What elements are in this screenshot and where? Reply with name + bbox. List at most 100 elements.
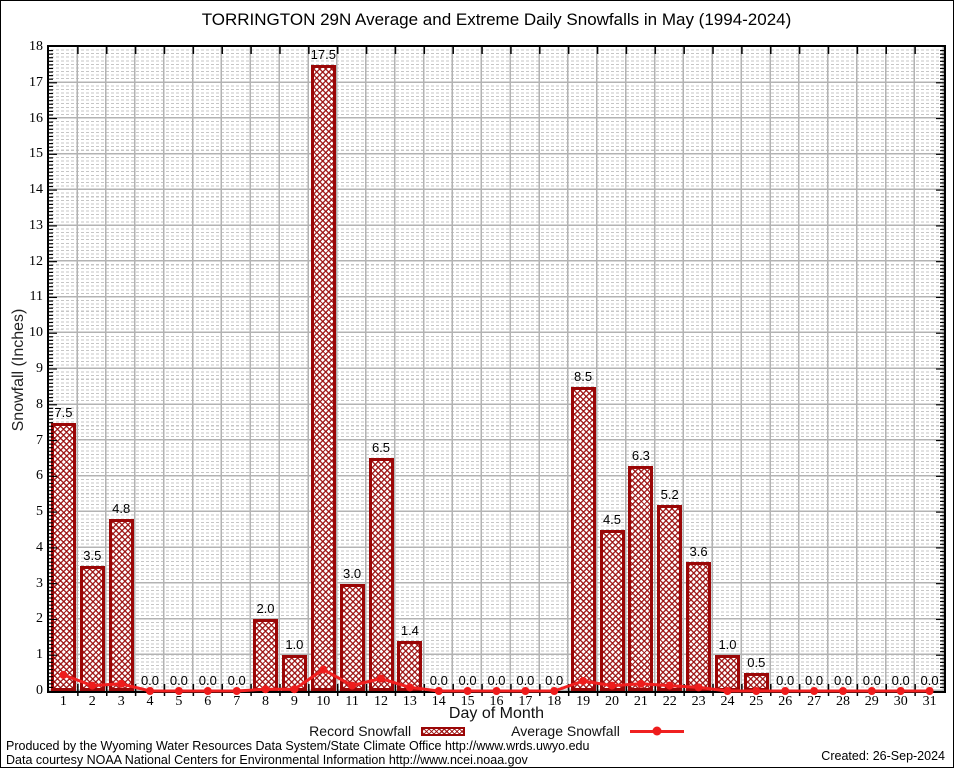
x-tick-label: 20 — [605, 694, 619, 709]
average-snowfall-marker — [174, 687, 183, 695]
record-bar — [628, 466, 654, 691]
record-bar — [570, 387, 596, 691]
x-tick-label: 11 — [345, 694, 359, 709]
legend: Record Snowfall Average Snowfall — [49, 723, 944, 739]
x-tick-label: 19 — [576, 694, 591, 709]
record-bar — [50, 423, 76, 691]
bar-value-label: 0.0 — [862, 673, 881, 688]
x-tick-label: 30 — [893, 694, 908, 709]
x-tick-label: 1 — [59, 694, 67, 709]
x-tick-label: 2 — [88, 694, 96, 709]
bar-value-label: 1.0 — [285, 637, 304, 652]
chart-title: TORRINGTON 29N Average and Extreme Daily… — [201, 10, 792, 29]
bar-value-label: 0.5 — [747, 655, 766, 670]
average-snowfall-marker — [781, 687, 790, 695]
y-tick-label: 9 — [36, 361, 43, 376]
record-bar — [281, 655, 307, 691]
average-snowfall-marker — [550, 687, 559, 695]
bar-value-label: 0.0 — [458, 673, 477, 688]
average-snowfall-marker-icon — [652, 726, 662, 736]
bar-value-label: 3.0 — [343, 566, 362, 581]
y-tick-label: 8 — [36, 396, 43, 412]
x-tick-label: 15 — [460, 694, 475, 709]
bar-value-label: 0.0 — [776, 673, 795, 688]
average-snowfall-marker — [117, 679, 126, 688]
x-tick-label: 25 — [749, 694, 764, 709]
average-snowfall-marker — [232, 687, 241, 695]
y-tick-label: 11 — [29, 289, 43, 305]
bar-value-label: 1.4 — [400, 623, 419, 638]
x-tick-label: 9 — [290, 694, 298, 709]
x-tick-label: 4 — [146, 694, 154, 709]
bar-value-label: 0.0 — [198, 673, 217, 688]
bar-value-label: 0.0 — [140, 673, 160, 688]
bar-value-label: 0.0 — [545, 673, 564, 688]
average-snowfall-marker — [261, 685, 270, 694]
y-tick-label: 6 — [36, 468, 43, 484]
x-tick-label: 10 — [316, 694, 331, 709]
x-tick-label: 18 — [547, 694, 562, 709]
bar-value-label: 4.8 — [112, 501, 131, 516]
bar-value-label: 0.0 — [805, 673, 824, 688]
y-tick-label: 17 — [29, 74, 43, 90]
record-bar — [310, 65, 336, 691]
average-snowfall-marker — [521, 687, 530, 695]
y-tick-label: 10 — [29, 325, 43, 341]
x-tick-label: 13 — [402, 694, 417, 709]
average-snowfall-marker — [405, 683, 414, 692]
bar-value-label: 3.5 — [83, 548, 102, 563]
average-snowfall-marker — [925, 687, 934, 695]
x-tick-label: 23 — [691, 694, 706, 709]
y-tick-label: 16 — [29, 110, 43, 126]
average-snowfall-marker — [319, 665, 328, 674]
legend-item-record: Record Snowfall — [309, 723, 466, 739]
record-bar — [686, 562, 712, 691]
average-snowfall-marker — [752, 687, 761, 695]
bar-value-label: 6.5 — [371, 440, 391, 455]
bar-value-label: 4.5 — [602, 512, 622, 527]
y-tick-label: 1 — [36, 647, 43, 663]
y-tick-label: 7 — [36, 432, 43, 448]
average-snowfall-marker — [377, 674, 385, 683]
bar-value-label: 0.0 — [920, 673, 939, 688]
x-tick-label: 27 — [807, 694, 822, 709]
bar-value-label: 0.0 — [516, 673, 535, 688]
x-tick-label: 28 — [836, 694, 850, 709]
average-line-layer — [49, 47, 944, 696]
average-snowfall-marker — [348, 681, 357, 690]
bar-value-label: 17.5 — [310, 47, 336, 62]
record-bar — [743, 673, 769, 691]
legend-record-label: Record Snowfall — [309, 723, 412, 739]
bar-value-label: 0.0 — [227, 673, 246, 688]
bar-value-label: 2.0 — [256, 601, 275, 616]
average-snowfall-marker — [146, 687, 154, 695]
x-tick-label: 26 — [778, 694, 793, 709]
average-snowfall-marker — [290, 685, 299, 694]
average-snowfall-marker — [88, 681, 97, 690]
bar-value-label: 8.5 — [574, 369, 593, 384]
created-date: Created: 26-Sep-2024 — [821, 749, 945, 763]
y-tick-label: 2 — [36, 611, 43, 627]
average-snowfall-marker — [694, 683, 703, 692]
average-snowfall-marker — [665, 681, 674, 690]
x-tick-label: 3 — [117, 694, 125, 709]
plot-grid: 7.5 3.5 4.8 0.0 0.0 0.0 0.0 2.0 1.0 17.5 3.0 6.5 1.4… — [49, 47, 944, 696]
bar-value-label: 0.0 — [169, 673, 188, 688]
average-snowfall-marker — [867, 687, 876, 695]
average-snowfall-marker — [59, 670, 68, 679]
average-snowfall-marker — [203, 687, 212, 695]
x-tick-label: 21 — [633, 694, 648, 709]
average-snowfall-marker — [896, 687, 905, 695]
y-tick-label: 15 — [29, 146, 43, 162]
y-tick-label: 4 — [36, 539, 43, 555]
average-snowfall-marker — [636, 679, 645, 688]
x-tick-label: 16 — [489, 694, 504, 709]
average-snowfall-marker — [463, 687, 472, 695]
footer-data-courtesy: Data courtesy NOAA National Centers for … — [6, 753, 528, 767]
bar-value-label: 0.0 — [429, 673, 448, 688]
y-tick-label: 0 — [36, 683, 43, 698]
x-tick-label: 5 — [175, 694, 183, 709]
bar-value-label: 0.0 — [487, 673, 506, 688]
x-tick-label: 22 — [662, 694, 677, 709]
record-bar — [108, 519, 134, 691]
